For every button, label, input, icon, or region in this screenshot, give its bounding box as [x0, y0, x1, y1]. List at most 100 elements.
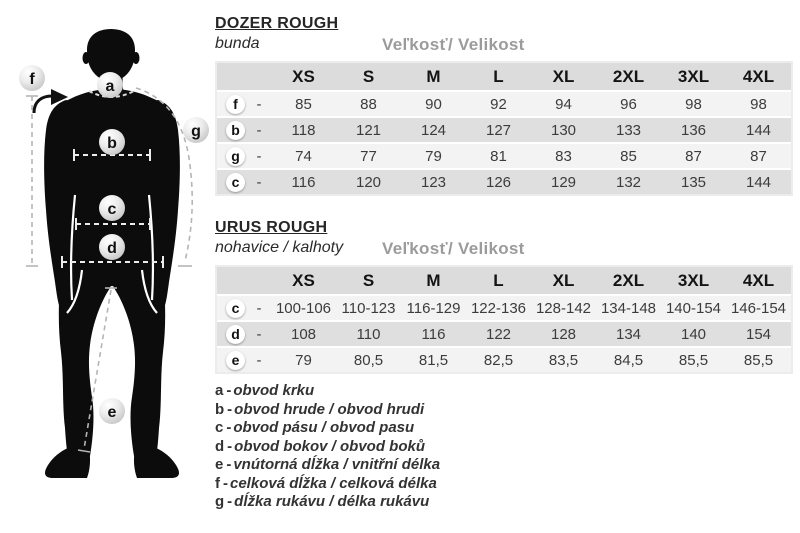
size-col-header: XS — [292, 271, 315, 290]
size-value: 74 — [295, 147, 312, 165]
size-tables-area: DOZER ROUGH bunda Veľkosť/ Velikost XS S… — [215, 0, 793, 512]
legend-text: obvod krku — [233, 382, 315, 399]
size-value: 96 — [620, 95, 637, 113]
legend-separator: - — [227, 493, 233, 510]
size-value: 135 — [680, 173, 707, 191]
size-col-header: 2XL — [612, 271, 645, 290]
size-value: 87 — [750, 147, 767, 165]
size-value: 98 — [750, 95, 767, 113]
size-value: 128-142 — [535, 299, 592, 317]
size-value: 140-154 — [665, 299, 722, 317]
size-value: 134 — [615, 325, 642, 343]
size-value: 132 — [615, 173, 642, 191]
marker-ball-a: a — [97, 72, 123, 98]
size-value: 85 — [295, 95, 312, 113]
silhouette-right-leg — [112, 252, 166, 456]
size-value: 88 — [360, 95, 377, 113]
size-col-header: S — [362, 67, 375, 86]
legend-separator: - — [226, 419, 232, 436]
pants-size-label: Veľkosť/ Velikost — [382, 239, 525, 258]
size-value: 116 — [291, 173, 316, 191]
jacket-size-label: Veľkosť/ Velikost — [382, 35, 525, 54]
legend-item-b: b - obvod hrude / obvod hrudi — [215, 401, 793, 420]
row-marker-chip: e — [226, 350, 245, 370]
size-col-header: 4XL — [742, 67, 775, 86]
size-value: 130 — [550, 121, 577, 139]
jacket-title: DOZER ROUGH — [215, 15, 339, 32]
measurement-legend: a - obvod krku b - obvod hrude / obvod hrudi… — [215, 382, 793, 512]
size-col-header: M — [426, 67, 441, 86]
marker-ball-c: c — [99, 195, 125, 221]
marker-letter-a: a — [106, 78, 115, 95]
row-dash: - — [256, 121, 262, 139]
size-value: 108 — [290, 325, 317, 343]
size-value: 84,5 — [613, 351, 644, 369]
legend-item-e: e - vnútorná dĺžka / vnitřní délka — [215, 456, 793, 475]
pants-subtitle: nohavice / kalhoty — [215, 239, 344, 256]
legend-letter: g — [215, 493, 225, 510]
legend-letter: f — [215, 474, 220, 492]
marker-ball-d: d — [99, 234, 125, 260]
table-row-f: f - 85 88 90 92 94 96 98 98 — [217, 92, 791, 116]
pants-size-block: URUS ROUGH nohavice / kalhoty Veľkosť/ V… — [215, 219, 793, 374]
size-value: 94 — [555, 95, 572, 113]
table-row-c2: c - 100-106 110-123 116-129 122-136 128-… — [217, 296, 791, 320]
pointer-arrow-icon — [32, 89, 68, 114]
measurement-figure: f a g b c — [0, 0, 212, 533]
size-value: 120 — [355, 173, 382, 191]
legend-separator: - — [226, 456, 232, 473]
legend-separator: - — [227, 437, 233, 455]
marker-letter-g: g — [191, 123, 201, 140]
marker-letter-c: c — [108, 201, 117, 218]
row-marker-chip: c — [226, 298, 245, 318]
size-value: 122 — [485, 325, 512, 343]
size-value: 83,5 — [548, 351, 579, 369]
legend-text: obvod bokov / obvod boků — [234, 437, 425, 455]
marker-ball-e: e — [99, 398, 125, 424]
row-dash: - — [256, 95, 262, 113]
size-value: 129 — [550, 173, 577, 191]
row-dash: - — [256, 299, 262, 317]
size-col-header: S — [362, 271, 375, 290]
pants-size-table: XS S M L XL 2XL 3XL 4XL c - 100-106 110-… — [215, 265, 793, 374]
size-value: 98 — [685, 95, 702, 113]
size-value: 136 — [680, 121, 707, 139]
marker-ball-b: b — [99, 129, 125, 155]
row-dash: - — [256, 325, 262, 343]
row-marker-letter: b — [231, 122, 240, 138]
row-marker-letter: d — [231, 326, 240, 342]
row-marker-letter: c — [231, 174, 240, 190]
row-marker-chip: b — [226, 120, 245, 140]
silhouette-head — [87, 29, 135, 81]
size-value: 100-106 — [275, 299, 332, 317]
size-value: 85,5 — [743, 351, 774, 369]
size-value: 144 — [745, 121, 772, 139]
legend-text: celková dĺžka / celková délka — [230, 474, 437, 492]
legend-item-c: c - obvod pásu / obvod pasu — [215, 419, 793, 438]
silhouette-torso — [49, 89, 175, 292]
legend-letter: e — [215, 456, 224, 473]
size-value: 85 — [620, 147, 637, 165]
size-value: 127 — [485, 121, 512, 139]
row-dash: - — [256, 173, 262, 191]
row-marker-letter: c — [231, 300, 240, 316]
silhouette-gaps — [66, 194, 158, 314]
size-value: 85,5 — [678, 351, 709, 369]
pants-header-row: XS S M L XL 2XL 3XL 4XL — [217, 267, 791, 294]
size-value: 118 — [291, 121, 316, 139]
marker-ball-g: g — [183, 117, 209, 143]
size-value: 79 — [425, 147, 442, 165]
jacket-size-block: DOZER ROUGH bunda Veľkosť/ Velikost XS S… — [215, 15, 793, 196]
legend-separator: - — [223, 474, 228, 492]
size-value: 121 — [355, 121, 382, 139]
marker-letter-f: f — [29, 71, 35, 88]
size-col-header: L — [493, 67, 504, 86]
size-value: 79 — [295, 351, 312, 369]
size-col-header: M — [426, 271, 441, 290]
marker-letter-d: d — [107, 240, 117, 257]
size-value: 133 — [615, 121, 642, 139]
silhouette-left-leg — [58, 252, 112, 456]
legend-separator: - — [227, 400, 233, 418]
size-value: 123 — [420, 173, 447, 191]
